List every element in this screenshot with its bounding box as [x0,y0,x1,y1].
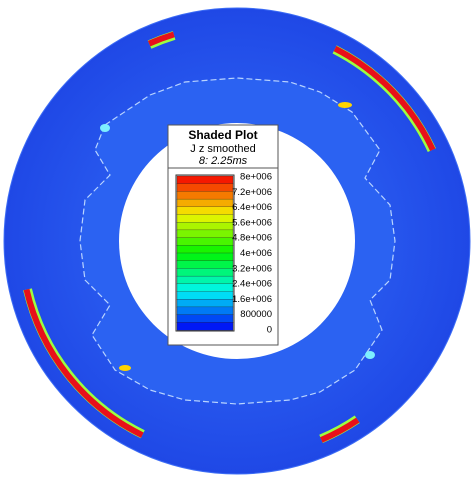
legend-label: 4e+006 [240,248,272,259]
color-band [176,222,234,231]
color-band [176,283,234,292]
legend-label: 800000 [240,309,272,320]
legend-label: 6.4e+006 [232,202,272,213]
color-band [176,275,234,285]
legend-label: 2.4e+006 [232,279,272,290]
legend-label: 0 [267,325,272,336]
color-bar-frame [175,174,235,332]
legend-title: Shaded Plot [188,128,257,142]
color-band [176,252,234,262]
arc-core [320,417,360,443]
color-band [176,322,234,331]
arc-core [23,288,144,438]
legend-subtitle: J z smoothed [190,143,255,155]
color-band [176,306,234,316]
legend-label: 3.2e+006 [232,263,272,274]
color-band [176,268,234,277]
color-band [176,183,234,192]
color-band [176,291,234,300]
current-arcs [23,31,436,444]
color-band [176,198,234,208]
outer-edge [3,7,471,475]
arc-core [147,31,175,47]
legend-label: 8e+006 [240,172,272,183]
color-band [176,237,234,246]
legend-label: 4.8e+006 [232,233,272,244]
legend-label: 1.6e+006 [232,294,272,305]
color-band [176,214,234,223]
color-band [176,229,234,239]
color-band [176,175,234,185]
color-bar [176,175,234,331]
legend-time: 8: 2.25ms [199,155,248,167]
color-band [176,260,234,269]
legend-label: 5.6e+006 [232,217,272,228]
color-band [176,206,234,215]
color-band [176,245,234,254]
color-band [176,314,234,323]
arc-core [333,45,436,151]
hotspots [100,102,375,371]
color-band [176,191,234,200]
color-band [176,299,234,308]
legend-label: 7.2e+006 [232,187,272,198]
